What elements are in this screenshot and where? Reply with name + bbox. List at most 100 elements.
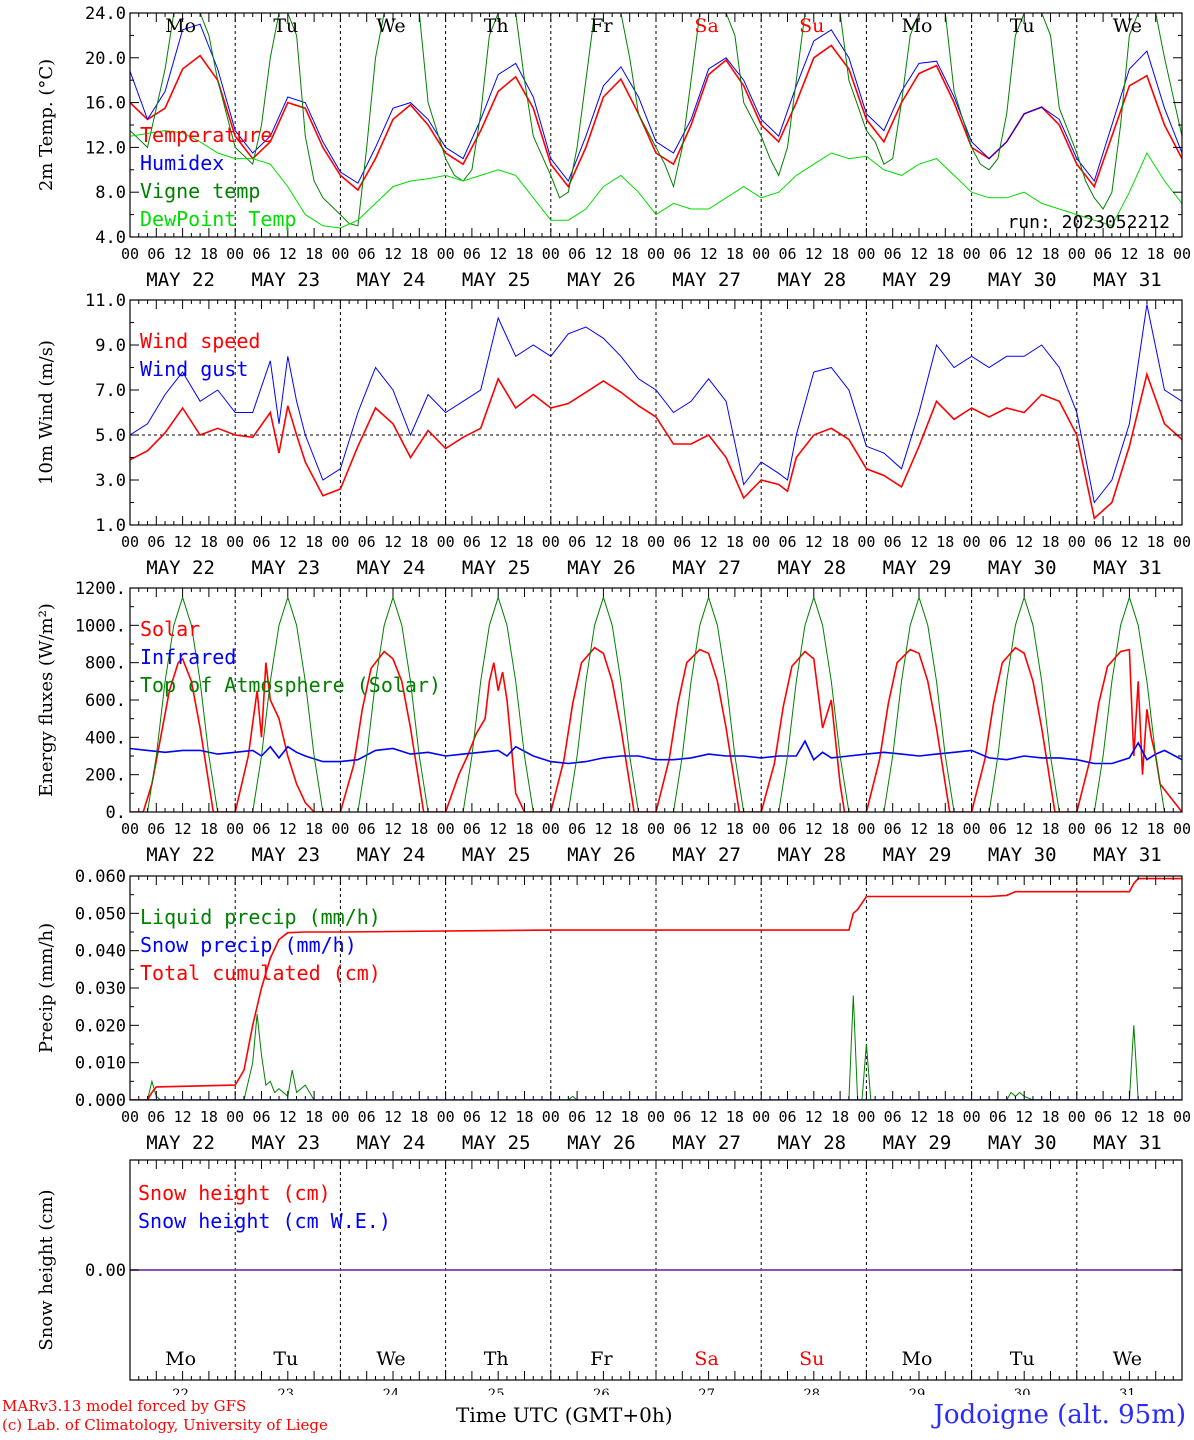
x-hour-label: 00 bbox=[1173, 245, 1191, 263]
x-hour-label: 06 bbox=[568, 245, 586, 263]
x-hour-label: 12 bbox=[489, 1108, 507, 1126]
x-hour-label: 06 bbox=[358, 820, 376, 838]
series-line-2 bbox=[130, 595, 1182, 812]
legend-entry: Snow height (cm W.E.) bbox=[138, 1209, 391, 1233]
x-date-label: MAY 30 bbox=[988, 557, 1057, 579]
x-date-label: MAY 30 bbox=[988, 269, 1057, 291]
x-hour-label: 00 bbox=[752, 1108, 770, 1126]
x-hour-label: 06 bbox=[568, 533, 586, 551]
x-hour-label: 06 bbox=[463, 1108, 481, 1126]
x-hour-label: 12 bbox=[594, 820, 612, 838]
x-hour-label: 00 bbox=[963, 245, 981, 263]
y-tick-label: 200. bbox=[85, 766, 126, 786]
footer-credits: MARv3.13 model forced by GFS (c) Lab. of… bbox=[2, 1397, 328, 1435]
series-line-2 bbox=[130, 13, 1182, 227]
x-hour-label: 12 bbox=[594, 245, 612, 263]
x-hour-label: 18 bbox=[936, 1108, 954, 1126]
y-axis-label: 10m Wind (m/s) bbox=[36, 340, 57, 485]
x-hour-label: 00 bbox=[542, 245, 560, 263]
station-name: Jodoigne (alt. 95m) bbox=[933, 1400, 1186, 1430]
y-axis-label: Snow height (cm) bbox=[36, 1189, 57, 1350]
x-hour-label: 06 bbox=[1094, 245, 1112, 263]
y-tick-label: 9.0 bbox=[95, 336, 126, 356]
x-hour-label: 00 bbox=[1173, 820, 1191, 838]
x-date-label: MAY 23 bbox=[251, 844, 320, 866]
y-tick-label: 1200. bbox=[75, 579, 126, 599]
x-hour-label: 00 bbox=[121, 1108, 139, 1126]
x-hour-label: 06 bbox=[884, 245, 902, 263]
x-hour-label: 12 bbox=[805, 820, 823, 838]
weekday-label: Sa bbox=[694, 15, 718, 37]
lab-credit: (c) Lab. of Climatology, University of L… bbox=[2, 1416, 328, 1434]
x-hour-label: 18 bbox=[305, 820, 323, 838]
x-hour-label: 12 bbox=[279, 245, 297, 263]
x-hour-label: 00 bbox=[1068, 533, 1086, 551]
x-hour-label: 18 bbox=[1147, 245, 1165, 263]
x-hour-label: 18 bbox=[831, 1108, 849, 1126]
weekday-label: Su bbox=[799, 1348, 824, 1370]
x-hour-label: 06 bbox=[989, 533, 1007, 551]
y-axis-label: 2m Temp. (°C) bbox=[36, 59, 57, 191]
x-date-label: MAY 23 bbox=[251, 557, 320, 579]
legend-entry: Wind speed bbox=[140, 329, 260, 353]
x-hour-label: 00 bbox=[331, 1108, 349, 1126]
x-hour-label: 12 bbox=[489, 245, 507, 263]
weekday-label: We bbox=[1113, 15, 1142, 37]
x-day-number: 28 bbox=[804, 1387, 821, 1395]
x-hour-label: 12 bbox=[805, 533, 823, 551]
x-hour-label: 06 bbox=[463, 533, 481, 551]
plot-frame bbox=[129, 587, 1183, 813]
x-hour-label: 18 bbox=[305, 533, 323, 551]
x-hour-label: 00 bbox=[542, 820, 560, 838]
x-hour-label: 18 bbox=[200, 245, 218, 263]
legend-entry: Humidex bbox=[140, 151, 224, 175]
x-hour-label: 18 bbox=[1041, 1108, 1059, 1126]
x-date-label: MAY 22 bbox=[146, 557, 215, 579]
x-hour-label: 00 bbox=[1173, 533, 1191, 551]
y-tick-label: 600. bbox=[85, 691, 126, 711]
weekday-label: Mo bbox=[165, 15, 196, 37]
x-date-label: MAY 28 bbox=[777, 844, 846, 866]
series-line-1 bbox=[130, 304, 1182, 504]
x-date-label: MAY 24 bbox=[357, 844, 426, 866]
x-hour-label: 18 bbox=[621, 533, 639, 551]
legend-entry: Snow height (cm) bbox=[138, 1181, 331, 1205]
x-hour-label: 18 bbox=[305, 1108, 323, 1126]
y-tick-label: 1000. bbox=[75, 616, 126, 636]
series-line-1 bbox=[130, 23, 1182, 184]
x-hour-label: 12 bbox=[384, 820, 402, 838]
x-hour-label: 06 bbox=[778, 245, 796, 263]
x-hour-label: 12 bbox=[805, 245, 823, 263]
x-hour-label: 12 bbox=[910, 533, 928, 551]
x-hour-label: 06 bbox=[358, 1108, 376, 1126]
x-hour-label: 12 bbox=[700, 245, 718, 263]
x-hour-label: 06 bbox=[463, 245, 481, 263]
x-hour-label: 06 bbox=[252, 533, 270, 551]
x-hour-label: 00 bbox=[857, 820, 875, 838]
legend-entry: Vigne temp bbox=[140, 179, 260, 203]
x-date-label: MAY 29 bbox=[883, 1132, 952, 1154]
x-hour-label: 06 bbox=[568, 1108, 586, 1126]
panel-3: 0. 200. 400. 600. 800. 1000. 1200. Energy fluxe… bbox=[36, 579, 1191, 866]
x-hour-label: 06 bbox=[358, 245, 376, 263]
x-hour-label: 12 bbox=[279, 533, 297, 551]
legend-entry: Liquid precip (mm/h) bbox=[140, 905, 381, 929]
x-hour-label: 18 bbox=[1041, 820, 1059, 838]
x-hour-label: 00 bbox=[437, 245, 455, 263]
x-hour-label: 06 bbox=[989, 1108, 1007, 1126]
x-hour-label: 18 bbox=[621, 820, 639, 838]
x-hour-label: 12 bbox=[805, 1108, 823, 1126]
x-hour-label: 12 bbox=[594, 533, 612, 551]
x-hour-label: 18 bbox=[410, 820, 428, 838]
x-hour-label: 00 bbox=[226, 533, 244, 551]
x-hour-label: 18 bbox=[726, 820, 744, 838]
x-date-label: MAY 25 bbox=[462, 844, 531, 866]
x-hour-label: 00 bbox=[752, 245, 770, 263]
series-line-1 bbox=[130, 739, 1182, 765]
y-tick-label: 16.0 bbox=[85, 94, 126, 114]
x-hour-label: 12 bbox=[1015, 820, 1033, 838]
x-hour-label: 06 bbox=[778, 1108, 796, 1126]
x-hour-label: 18 bbox=[410, 533, 428, 551]
x-hour-label: 12 bbox=[279, 1108, 297, 1126]
x-hour-label: 06 bbox=[673, 820, 691, 838]
